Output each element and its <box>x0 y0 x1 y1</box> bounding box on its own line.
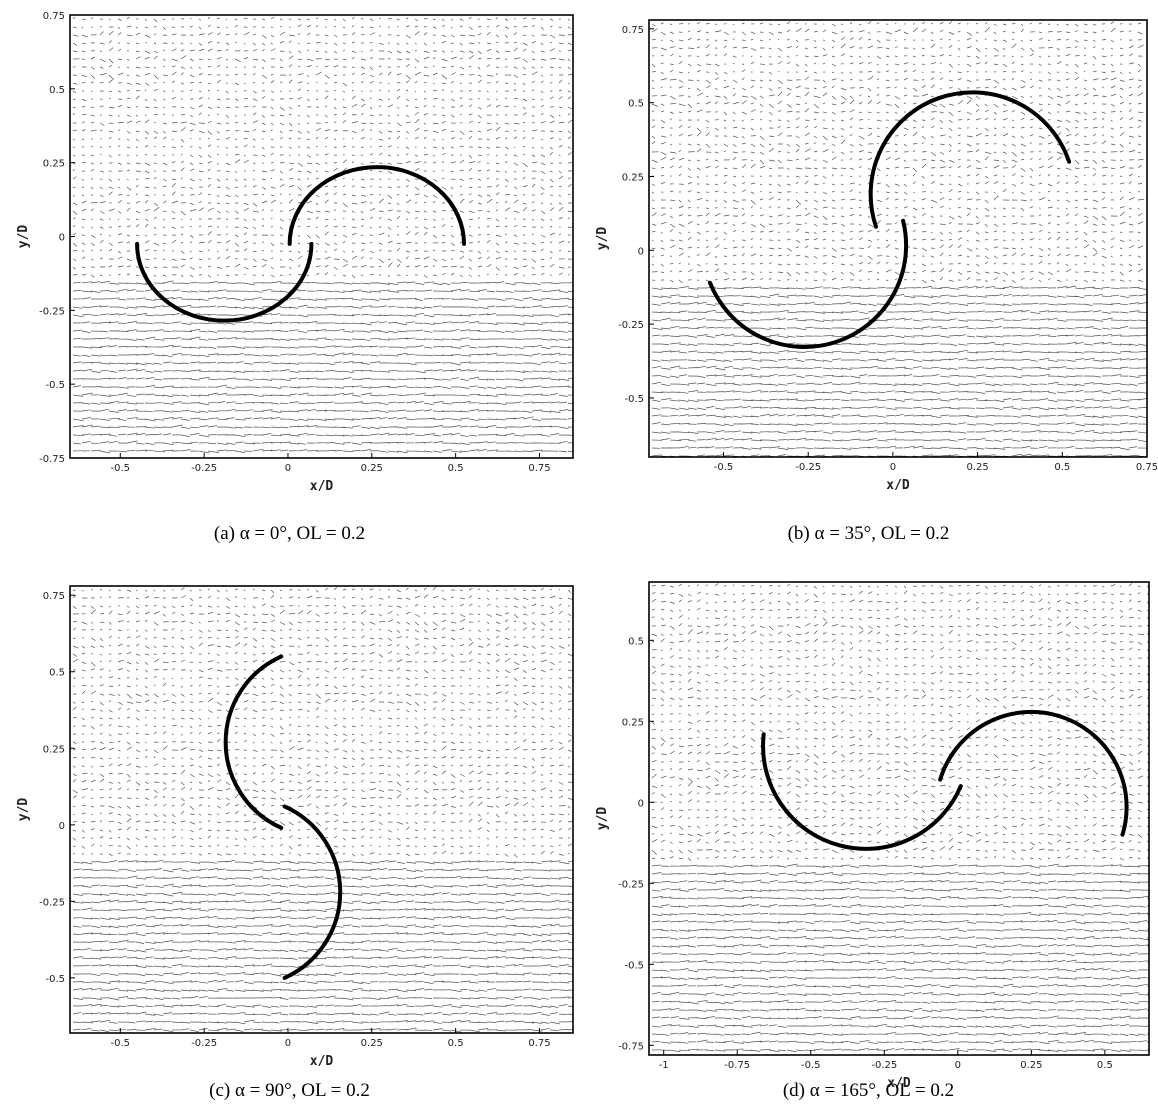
panel-c-x-tick-label: 0.75 <box>528 1038 550 1049</box>
panel-d-x-tick-label: 0.5 <box>1097 1060 1113 1071</box>
panel-b-y-axis-title: y/D <box>595 227 610 251</box>
panel-d-y-tick-label: -0.75 <box>618 1041 644 1052</box>
panel-a-y-tick-label: 0.75 <box>43 11 65 22</box>
panel-d-x-tick-label: 0.25 <box>1020 1060 1042 1071</box>
panel-a-y-tick-label: -0.5 <box>45 380 65 391</box>
panel-d-x-tick-label: -0.25 <box>871 1060 897 1071</box>
panel-d-velocity-field <box>651 583 1149 1053</box>
panel-a-y-axis-title: y/D <box>16 225 31 249</box>
panel-c-y-tick-label: 0 <box>59 821 65 832</box>
panel-d-blade-1 <box>761 732 963 851</box>
panel-a-y-tick-label: -0.75 <box>39 454 65 465</box>
panel-d-x-tick-label: -0.75 <box>724 1060 750 1071</box>
panel-b-x-axis-title: x/D <box>886 478 910 493</box>
panel-b-plot-frame <box>648 19 1148 458</box>
panel-a-x-tick-label: 0.25 <box>361 463 383 474</box>
panel-c-caption: (c) α = 90°, OL = 0.2 <box>209 1080 370 1101</box>
panel-c-y-tick-label: 0.75 <box>43 591 65 602</box>
panel-b-velocity-field <box>651 21 1147 457</box>
panel-b-caption: (b) α = 35°, OL = 0.2 <box>787 523 950 544</box>
panel-d-y-tick-label: -0.5 <box>624 960 644 971</box>
panel-a-x-tick-label: 0 <box>285 463 291 474</box>
panel-c-x-axis-title: x/D <box>310 1054 334 1069</box>
panel-a-blade-2 <box>287 165 467 246</box>
panel-d-caption: (d) α = 165°, OL = 0.2 <box>782 1080 955 1101</box>
panel-a-x-tick-label: -0.25 <box>191 463 217 474</box>
panel-c-x-tick-label: 0.5 <box>448 1038 464 1049</box>
panel-b-x-tick-label: 0.75 <box>1136 462 1158 473</box>
panel-a-caption: (a) α = 0°, OL = 0.2 <box>213 523 366 544</box>
panel-a-y-tick-label: -0.25 <box>39 306 65 317</box>
panel-d-y-axis-title: y/D <box>595 807 610 831</box>
panel-b-blade-2 <box>868 90 1072 229</box>
panel-d-chart: -1 -0.75 -0.5 -0.25 0 0.25 0.5 -0.75 -0.5 -0.25 0 0… <box>595 581 1150 1091</box>
panel-a-y-tick-label: 0.25 <box>43 159 65 170</box>
panel-a-y-tick-label: 0.5 <box>49 85 65 96</box>
panel-a-x-axis-title: x/D <box>310 479 334 494</box>
panel-c-y-tick-label: 0.25 <box>43 744 65 755</box>
panel-c-y-axis-title: y/D <box>16 798 31 822</box>
panel-b-y-tick-label: -0.25 <box>618 320 644 331</box>
panel-d-blade-2 <box>938 709 1129 837</box>
panel-c-y-tick-label: 0.5 <box>49 668 65 679</box>
panel-b-x-tick-label: 0.25 <box>966 462 988 473</box>
panel-c-plot-frame <box>69 585 574 1034</box>
panel-c-x-tick-label: -0.5 <box>111 1038 131 1049</box>
panel-d-y-tick-label: 0 <box>638 798 644 809</box>
panel-a-x-tick-label: -0.5 <box>111 463 131 474</box>
panel-d-x-tick-label: -0.5 <box>801 1060 821 1071</box>
panel-c-x-tick-label: 0.25 <box>361 1038 383 1049</box>
panel-a-x-tick-label: 0.5 <box>448 463 464 474</box>
panel-b-x-tick-label: -0.5 <box>714 462 734 473</box>
panel-b-y-tick-label: 0 <box>638 246 644 257</box>
panel-c-chart: -0.5 -0.25 0 0.25 0.5 0.75 -0.5 -0.25 0 0.25 0.5 0.… <box>16 585 574 1069</box>
panel-b-x-tick-label: 0.5 <box>1054 462 1070 473</box>
panel-a-chart: -0.5 -0.25 0 0.25 0.5 0.75 -0.75 -0.5 -0.25 0 0.25… <box>16 11 574 494</box>
panel-d-x-tick-label: 0 <box>955 1060 961 1071</box>
panel-c-blade-1 <box>223 654 284 830</box>
panel-d-x-axis-title: x/D <box>887 1076 911 1091</box>
panel-d-y-tick-label: 0.25 <box>622 717 644 728</box>
panel-d-y-tick-label: -0.25 <box>618 879 644 890</box>
panel-d-y-tick-label: 0.5 <box>628 636 644 647</box>
panel-b-chart: -0.5 -0.25 0 0.25 0.5 0.75 -0.5 -0.25 0 0.25 0.5 0.… <box>595 19 1158 493</box>
panel-b-y-tick-label: 0.75 <box>622 25 644 36</box>
panel-d-x-tick-label: -1 <box>659 1060 669 1071</box>
panel-a-blade-1 <box>135 241 314 323</box>
panel-b-y-tick-label: -0.5 <box>624 394 644 405</box>
panel-c-velocity-field <box>72 586 573 1033</box>
panel-b-blade-1 <box>707 218 909 349</box>
panel-b-x-tick-label: 0 <box>890 462 896 473</box>
panel-a-velocity-field <box>72 16 573 454</box>
panel-b-y-tick-label: 0.25 <box>622 172 644 183</box>
panel-c-x-tick-label: -0.25 <box>191 1038 217 1049</box>
panel-b-y-tick-label: 0.5 <box>628 99 644 110</box>
panel-a-x-tick-label: 0.75 <box>528 463 550 474</box>
panel-c-blade-2 <box>282 804 343 980</box>
panel-d-plot-frame <box>648 581 1150 1056</box>
panel-c-x-tick-label: 0 <box>285 1038 291 1049</box>
panel-b-x-tick-label: -0.25 <box>795 462 821 473</box>
panel-c-y-tick-label: -0.5 <box>45 974 65 985</box>
panel-c-y-tick-label: -0.25 <box>39 897 65 908</box>
panel-a-y-tick-label: 0 <box>59 233 65 244</box>
